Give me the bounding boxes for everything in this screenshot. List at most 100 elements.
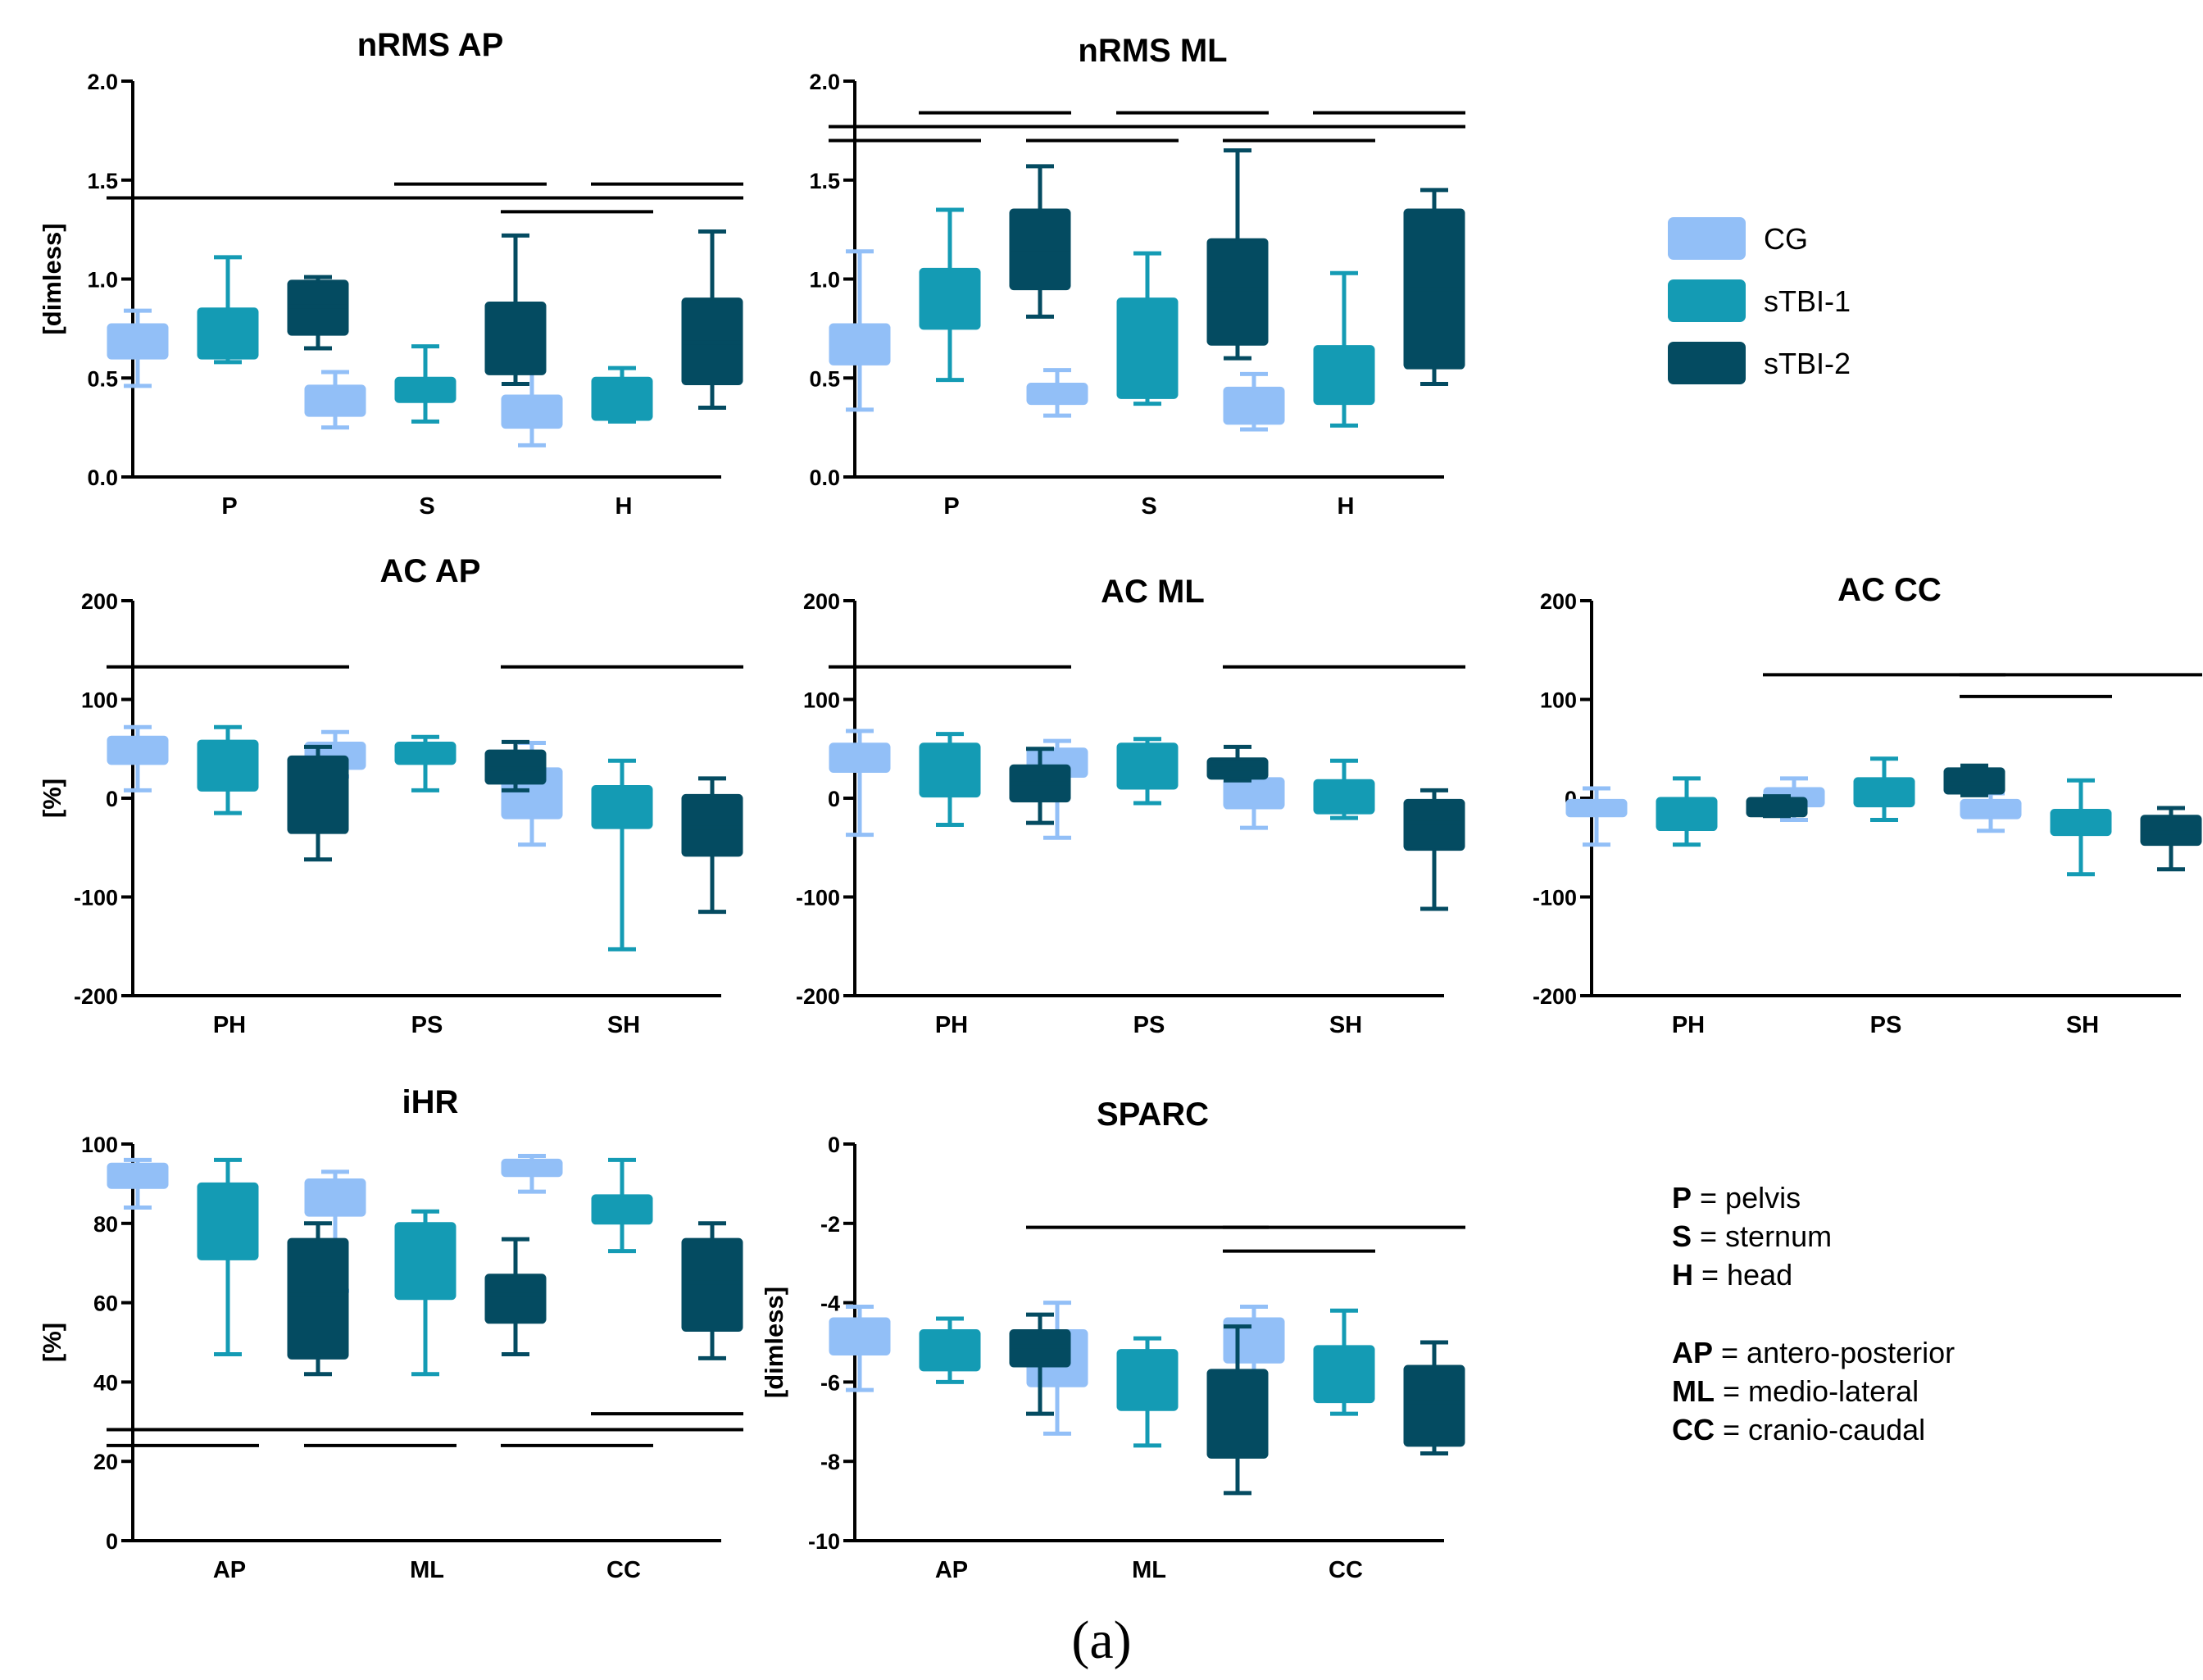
- y-tick-label: 100: [81, 1133, 118, 1157]
- y-tick-label: 0.5: [87, 366, 118, 391]
- x-category-label: SH: [2066, 1012, 2099, 1038]
- chart-ac_ml: AC ML -200 -100 0 100 200 PH PS SH: [796, 574, 1465, 1038]
- chart-title: AC CC: [1837, 572, 1942, 608]
- abbr-cc-key: CC: [1672, 1413, 1715, 1446]
- y-tick-label: 100: [81, 688, 118, 713]
- box-stbi-1: [1313, 345, 1375, 406]
- chart-nrms_ml: nRMS ML 0.0 0.5 1.0 1.5 2.0 P S H: [809, 33, 1465, 520]
- y-tick-label: -2: [820, 1212, 840, 1237]
- legend-swatch-stbi2: [1668, 342, 1746, 384]
- x-category-label: PS: [1870, 1012, 1902, 1038]
- box-stbi-2: [1943, 767, 2005, 795]
- x-category-label: H: [615, 493, 633, 520]
- abbr-h: H = head: [1672, 1258, 1792, 1292]
- box-stbi-2: [1206, 238, 1269, 346]
- x-category-label: AP: [935, 1557, 968, 1583]
- box-stbi-2: [287, 755, 349, 834]
- abbr-ap-text: antero-posterior: [1747, 1336, 1955, 1369]
- abbreviation-key: P = pelvis S = sternum H = head AP = ant…: [1672, 1181, 1955, 1446]
- y-tick-label: 1.5: [809, 169, 840, 193]
- y-tick-label: 0: [828, 787, 840, 811]
- box-stbi-2: [1206, 1369, 1269, 1459]
- y-tick-label: 1.0: [87, 268, 118, 293]
- box-stbi-2: [287, 1237, 349, 1360]
- abbr-p-key: P: [1672, 1181, 1692, 1215]
- x-category-label: PH: [935, 1012, 968, 1038]
- y-tick-label: 0: [106, 1529, 118, 1554]
- y-tick-label: -200: [1533, 984, 1577, 1009]
- y-tick-label: -4: [820, 1292, 840, 1316]
- chart-title: nRMS ML: [1078, 33, 1227, 69]
- x-category-label: H: [1338, 493, 1355, 520]
- abbr-ap-key: AP: [1672, 1336, 1713, 1369]
- y-tick-label: 60: [93, 1292, 118, 1316]
- abbr-s-text: sternum: [1725, 1219, 1832, 1253]
- abbr-s: S = sternum: [1672, 1219, 1832, 1253]
- legend-swatch-cg: [1668, 217, 1746, 260]
- y-axis-label: [%]: [38, 779, 66, 818]
- x-category-label: SH: [607, 1012, 640, 1038]
- box-stbi-2: [2140, 815, 2202, 847]
- panel-label: (a): [1071, 1610, 1131, 1670]
- y-tick-label: 0.5: [809, 366, 840, 391]
- y-tick-label: -10: [808, 1529, 840, 1554]
- y-axis-label: [dimless]: [760, 1287, 788, 1398]
- x-category-label: ML: [1132, 1557, 1166, 1583]
- legend: CG sTBI-1 sTBI-2: [1668, 217, 1851, 384]
- y-tick-label: -100: [796, 886, 840, 910]
- chart-title: nRMS AP: [357, 27, 504, 63]
- x-category-label: CC: [606, 1557, 641, 1583]
- y-tick-label: 1.0: [809, 268, 840, 293]
- x-category-label: PS: [1133, 1012, 1165, 1038]
- y-tick-label: 1.5: [87, 169, 118, 193]
- abbr-s-key: S: [1672, 1219, 1692, 1253]
- box-stbi-2: [681, 793, 743, 857]
- y-tick-label: 0: [106, 787, 118, 811]
- abbr-ml-key: ML: [1672, 1374, 1715, 1408]
- abbr-h-key: H: [1672, 1258, 1693, 1292]
- chart-title: iHR: [402, 1084, 459, 1120]
- x-category-label: P: [221, 493, 237, 520]
- legend-swatch-stbi1: [1668, 279, 1746, 322]
- x-category-label: CC: [1329, 1557, 1363, 1583]
- chart-ac_ap: AC AP -200 -100 0 100 200 [%] PH PS SH: [38, 553, 743, 1038]
- abbr-cc-text: cranio-caudal: [1748, 1413, 1925, 1446]
- abbr-ml-text: medio-lateral: [1748, 1374, 1919, 1408]
- x-category-label: P: [943, 493, 959, 520]
- legend-label-stbi1: sTBI-1: [1764, 284, 1851, 318]
- x-category-label: PH: [213, 1012, 246, 1038]
- y-tick-label: 100: [1540, 688, 1577, 713]
- y-tick-label: 20: [93, 1450, 118, 1474]
- abbr-ap: AP = antero-posterior: [1672, 1336, 1955, 1369]
- x-category-label: AP: [213, 1557, 246, 1583]
- y-tick-label: 0: [828, 1133, 840, 1157]
- x-category-label: S: [419, 493, 434, 520]
- chart-title: SPARC: [1097, 1097, 1209, 1133]
- y-tick-label: 0.0: [809, 465, 840, 490]
- y-tick-label: 200: [81, 589, 118, 614]
- y-tick-label: 0.0: [87, 465, 118, 490]
- box-stbi-2: [484, 1274, 547, 1324]
- abbr-ml: ML = medio-lateral: [1672, 1374, 1919, 1408]
- abbr-p: P = pelvis: [1672, 1181, 1801, 1215]
- x-category-label: SH: [1329, 1012, 1362, 1038]
- x-category-label: S: [1141, 493, 1156, 520]
- abbr-h-text: head: [1727, 1258, 1792, 1292]
- x-category-label: PH: [1672, 1012, 1705, 1038]
- legend-label-stbi2: sTBI-2: [1764, 347, 1851, 380]
- y-tick-label: -100: [74, 886, 118, 910]
- box-cg: [304, 1178, 366, 1217]
- chart-ihr: iHR 0 20 40 60 80 100 [%] AP ML CC: [38, 1084, 743, 1583]
- y-tick-label: 200: [1540, 589, 1577, 614]
- x-category-label: PS: [411, 1012, 443, 1038]
- box-stbi-1: [197, 1182, 259, 1260]
- y-axis-label: [dimless]: [38, 223, 66, 334]
- box-stbi-1: [1116, 742, 1179, 790]
- x-category-label: ML: [410, 1557, 444, 1583]
- box-cg: [107, 323, 169, 360]
- y-tick-label: 40: [93, 1370, 118, 1395]
- legend-label-cg: CG: [1764, 222, 1808, 256]
- y-tick-label: -8: [820, 1450, 840, 1474]
- y-tick-label: 80: [93, 1212, 118, 1237]
